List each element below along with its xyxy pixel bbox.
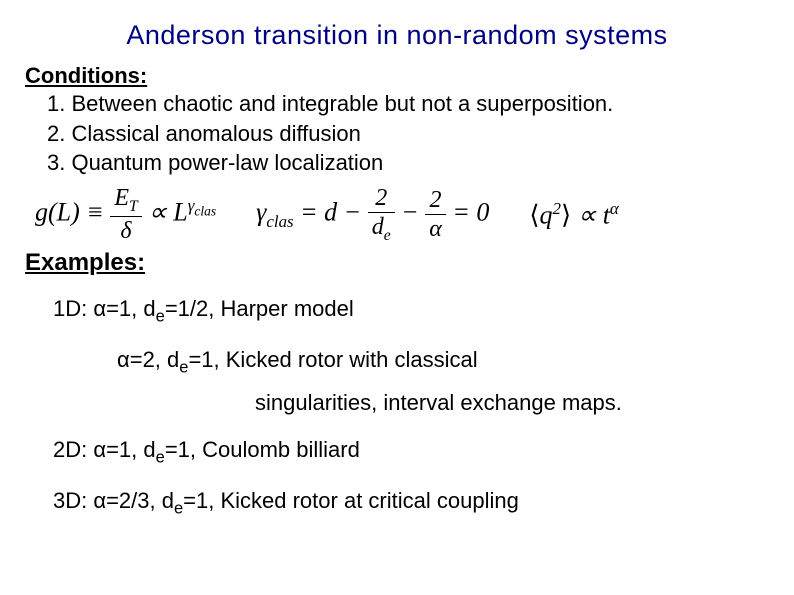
f3-q: q <box>540 201 553 230</box>
f3-exp: α <box>610 199 619 218</box>
ex2-alpha: α <box>117 347 130 372</box>
ex3-alpha: α <box>93 437 106 462</box>
ex4-prefix: 3D: <box>53 488 93 513</box>
ex3-sub: e <box>156 448 165 466</box>
example-1d-a: 1D: α=1, de=1/2, Harper model <box>53 295 769 328</box>
f2-lhs-sub: clas <box>266 212 293 231</box>
f2-eq: = d − <box>294 198 368 227</box>
example-1d-b-cont: singularities, interval exchange maps. <box>255 389 769 418</box>
ex3-r1: =1, d <box>106 437 156 462</box>
f3-q-exp: 2 <box>553 199 561 218</box>
ex2-r2: =1, Kicked rotor with classical <box>188 347 477 372</box>
f2-num: 2 <box>368 186 395 213</box>
f1-den: δ <box>110 217 141 243</box>
ex4-r1: =2/3, d <box>106 488 174 513</box>
ex1-r2: =1/2, Harper model <box>165 296 354 321</box>
f2-den2: α <box>425 215 446 241</box>
conditions-section: Conditions: 1. Between chaotic and integ… <box>25 63 769 178</box>
examples-label: Examples: <box>25 249 769 277</box>
formula-2: γclas = d − 2 de − 2 α = 0 <box>256 186 489 243</box>
ex1-r1: =1, d <box>106 296 156 321</box>
f3-open: ⟨ <box>529 201 539 230</box>
f1-exp-sub: clas <box>194 203 216 218</box>
condition-2: 2. Classical anomalous diffusion <box>47 119 769 149</box>
ex2-r1: =2, d <box>130 347 180 372</box>
example-2d: 2D: α=1, de=1, Coulomb billiard <box>53 436 769 469</box>
f2-den-sub: e <box>384 227 391 244</box>
f1-num: E <box>114 185 129 211</box>
example-3d: 3D: α=2/3, de=1, Kicked rotor at critica… <box>53 487 769 520</box>
formula-row: g(L) ≡ ET δ ∝ Lγclas γclas = d − 2 de − … <box>25 186 769 243</box>
ex3-prefix: 2D: <box>53 437 93 462</box>
condition-1: 1. Between chaotic and integrable but no… <box>47 89 769 119</box>
conditions-label: Conditions: <box>25 63 147 88</box>
f2-den: d <box>372 214 384 240</box>
f3-close: ⟩ <box>561 201 571 230</box>
f2-minus: − <box>395 198 426 227</box>
f1-num-sub: T <box>129 198 138 215</box>
formula-1: g(L) ≡ ET δ ∝ Lγclas <box>35 186 216 243</box>
ex3-r2: =1, Coulomb billiard <box>165 437 360 462</box>
condition-3: 3. Quantum power-law localization <box>47 148 769 178</box>
f1-lhs: g(L) ≡ <box>35 198 104 227</box>
ex1-prefix: 1D: <box>53 296 93 321</box>
f1-prop: ∝ L <box>148 198 188 227</box>
ex4-sub: e <box>174 499 183 517</box>
f2-lhs: γ <box>256 198 266 227</box>
f2-num2: 2 <box>425 188 446 215</box>
ex1-alpha: α <box>93 296 106 321</box>
f2-end: = 0 <box>446 198 490 227</box>
f3-prop: ∝ t <box>571 201 610 230</box>
example-1d-b: α=2, de=1, Kicked rotor with classical <box>117 346 769 379</box>
ex1-sub: e <box>156 308 165 326</box>
ex4-r2: =1, Kicked rotor at critical coupling <box>183 488 519 513</box>
slide-title: Anderson transition in non-random system… <box>25 20 769 51</box>
formula-3: ⟨q2⟩ ∝ tα <box>529 199 618 231</box>
ex4-alpha: α <box>93 488 106 513</box>
